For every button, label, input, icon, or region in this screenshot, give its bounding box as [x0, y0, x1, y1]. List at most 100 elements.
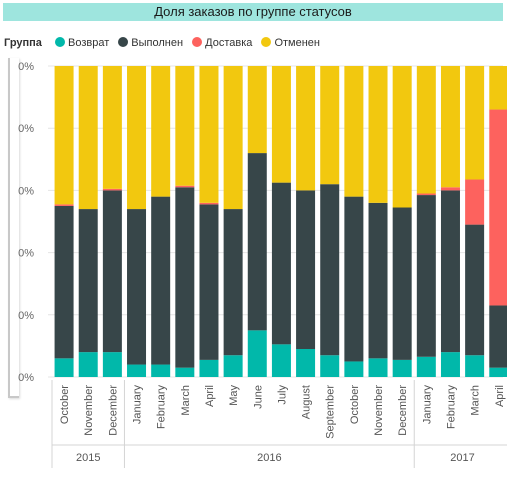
bar-segment — [127, 364, 147, 377]
x-tick-label: July — [276, 385, 288, 405]
legend-dot-icon — [54, 37, 65, 47]
legend: Группа Возврат Выполнен Доставка Отменен — [4, 35, 326, 51]
bar-segment — [247, 330, 267, 377]
bar-segment — [223, 209, 243, 356]
x-tick-label: January — [421, 385, 433, 425]
x-tick-label: January — [132, 385, 144, 425]
bar-segment — [489, 109, 507, 306]
visual-border-accent — [8, 58, 19, 398]
y-tick-label: 0% — [18, 185, 34, 197]
x-tick-label: September — [325, 385, 337, 439]
bar-segment — [465, 224, 485, 356]
x-tick-label: February — [156, 385, 168, 430]
legend-dot-icon — [261, 37, 272, 47]
bar-segment — [78, 352, 98, 377]
bar-segment — [416, 66, 436, 194]
x-tick-label: August — [301, 385, 313, 419]
bar-segment — [199, 359, 219, 377]
legend-item-otmenen[interactable]: Отменен — [261, 35, 320, 51]
bar-segment — [151, 364, 171, 377]
bar-segment — [102, 352, 122, 377]
legend-dot-icon — [118, 37, 129, 47]
bar-segment — [320, 184, 340, 356]
x-tick-label: December — [397, 385, 409, 436]
legend-label: Возврат — [67, 37, 110, 49]
legend-label: Доставка — [205, 37, 253, 49]
legend-item-vypolnen[interactable]: Выполнен — [118, 35, 183, 51]
bar-segment — [78, 66, 98, 210]
legend-title: Группа — [4, 37, 42, 49]
bar-segment — [368, 202, 388, 359]
year-label: 2015 — [76, 452, 100, 464]
bar-segment — [127, 209, 147, 365]
bar-segment — [392, 66, 412, 208]
bar-segment — [320, 66, 340, 185]
bar-segment — [247, 153, 267, 331]
x-tick-label: June — [252, 385, 264, 409]
legend-item-vozvrat[interactable]: Возврат — [54, 35, 110, 51]
bar-segment — [416, 195, 436, 357]
bar-segment — [223, 355, 243, 377]
bar-segment — [199, 66, 219, 203]
bar-segment — [223, 66, 243, 210]
bar-segment — [271, 344, 291, 377]
x-tick-label: November — [83, 385, 95, 436]
bar-segment — [489, 305, 507, 368]
bar-segment — [320, 355, 340, 377]
bar-segment — [247, 66, 267, 154]
x-tick-label: May — [228, 385, 240, 406]
bar-segment — [368, 66, 388, 203]
bar-segment — [416, 356, 436, 377]
bar-segment — [440, 66, 460, 188]
legend-item-dostavka[interactable]: Доставка — [192, 35, 252, 51]
bar-segment — [127, 66, 147, 210]
bar-segment — [175, 66, 195, 186]
y-tick-label: 0% — [18, 123, 34, 135]
x-tick-label: March — [470, 385, 482, 416]
legend-dot-icon — [192, 37, 203, 47]
bar-segment — [440, 190, 460, 353]
bar-segment — [344, 66, 364, 197]
bar-segment — [54, 66, 74, 205]
bar-segment — [78, 209, 98, 353]
bar-segment — [151, 196, 171, 365]
year-label: 2017 — [450, 452, 474, 464]
y-tick-label: 0% — [18, 61, 34, 73]
bar-segment — [102, 66, 122, 189]
bar-segment — [151, 66, 171, 197]
y-tick-label: 0% — [18, 372, 34, 384]
x-tick-label: April — [204, 385, 216, 407]
bar-segment — [489, 367, 507, 377]
bar-segment — [416, 193, 436, 196]
bar-segment — [271, 182, 291, 345]
bar-segment — [296, 190, 316, 350]
x-tick-label: October — [59, 385, 71, 424]
bar-segment — [175, 187, 195, 368]
bar-segment — [440, 352, 460, 377]
bar-segment — [465, 179, 485, 225]
bar-segment — [344, 196, 364, 362]
bar-segment — [199, 202, 219, 205]
bar-segment — [440, 187, 460, 191]
y-tick-label: 0% — [18, 248, 34, 260]
bar-segment — [344, 361, 364, 377]
bar-segment — [489, 66, 507, 110]
x-tick-label: December — [107, 385, 119, 436]
bar-segment — [54, 358, 74, 377]
bar-segment — [392, 359, 412, 377]
x-tick-label: March — [180, 385, 192, 416]
y-tick-label: 0% — [18, 310, 34, 322]
bar-segment — [465, 66, 485, 180]
bar-segment — [175, 367, 195, 377]
x-tick-label: February — [445, 385, 457, 430]
year-label: 2016 — [257, 452, 281, 464]
legend-label: Выполнен — [131, 37, 184, 49]
bar-segment — [296, 66, 316, 191]
bar-segment — [102, 190, 122, 353]
legend-label: Отменен — [274, 37, 320, 49]
chart-title: Доля заказов по группе статусов — [3, 3, 503, 21]
bar-segment — [296, 349, 316, 377]
x-tick-label: November — [373, 385, 385, 436]
x-tick-label: October — [349, 385, 361, 424]
